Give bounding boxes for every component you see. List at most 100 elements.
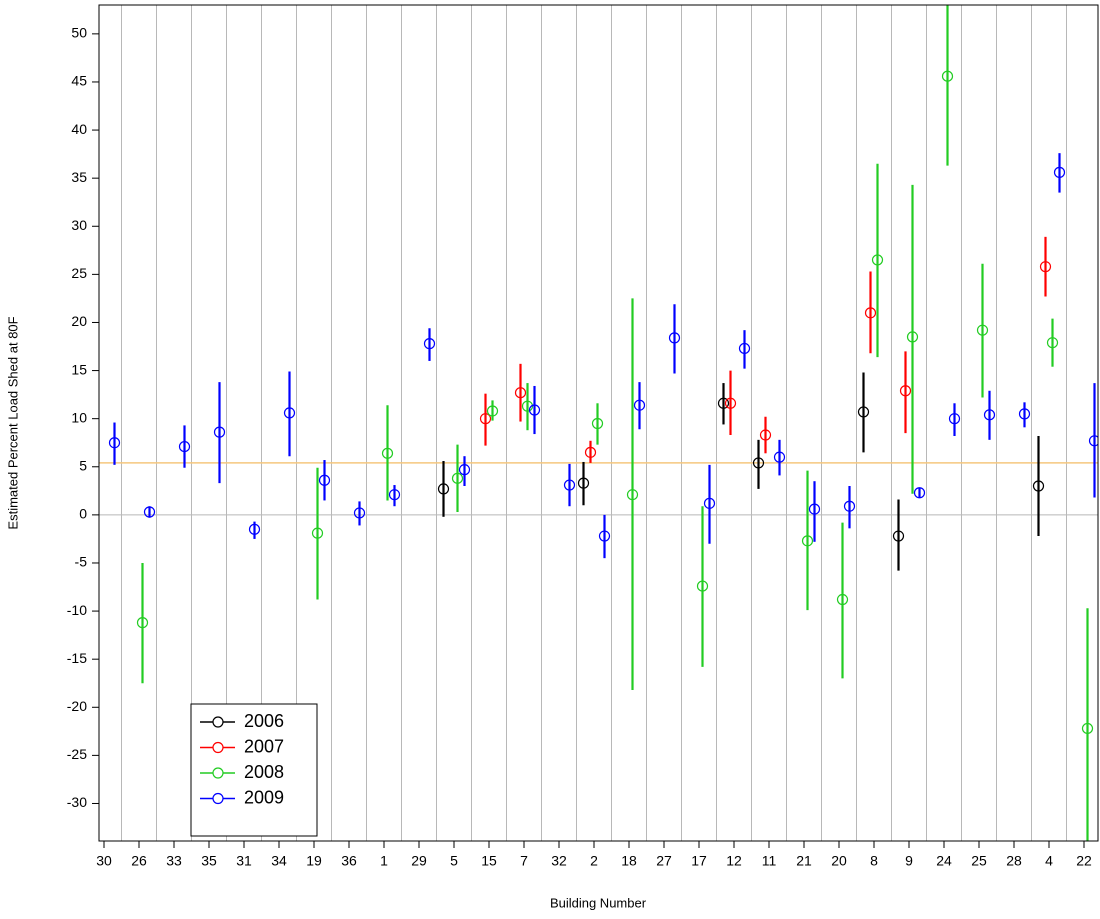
x-tick-label: 12 [726, 853, 742, 869]
y-tick-label: -30 [67, 794, 87, 810]
point [626, 489, 639, 501]
y-tick-label: -20 [67, 698, 87, 714]
y-tick-label: 25 [71, 265, 87, 281]
point [591, 417, 604, 430]
point [178, 440, 191, 453]
point [899, 385, 912, 397]
point [724, 397, 737, 409]
point [668, 332, 681, 344]
point [213, 426, 226, 438]
x-tick-label: 28 [1006, 853, 1022, 869]
point [136, 617, 149, 629]
point [423, 338, 436, 350]
point [1081, 722, 1094, 735]
point [808, 503, 821, 515]
legend-box [190, 703, 318, 837]
point [437, 483, 450, 495]
y-tick-label: -5 [75, 554, 88, 570]
point [283, 407, 296, 419]
x-tick-label: 20 [831, 853, 847, 869]
point [752, 457, 765, 469]
point [577, 477, 590, 489]
point [633, 399, 646, 411]
point [584, 446, 597, 458]
x-tick-label: 24 [936, 853, 952, 869]
point [717, 397, 730, 409]
point [836, 593, 849, 606]
plot-area [99, 5, 1098, 841]
point [311, 527, 324, 539]
point [976, 324, 989, 336]
point [598, 530, 611, 542]
y-tick-label: 40 [71, 121, 87, 137]
point [871, 254, 884, 266]
legend-marker [212, 767, 224, 779]
x-tick-label: 34 [271, 853, 287, 869]
y-tick-label: 50 [71, 25, 87, 41]
plot-frame [98, 4, 1099, 842]
y-tick-label: 10 [71, 409, 87, 425]
point [703, 497, 716, 509]
point [388, 489, 401, 501]
legend-marker [212, 716, 224, 728]
point [983, 409, 996, 421]
point [941, 70, 954, 82]
y-tick-label: -10 [67, 602, 87, 618]
point [528, 404, 541, 416]
x-tick-label: 33 [166, 853, 182, 869]
point [773, 451, 786, 463]
x-tick-label: 22 [1076, 853, 1092, 869]
x-tick-label: 4 [1045, 853, 1053, 869]
legend-marker [212, 741, 224, 754]
y-tick-label: -25 [67, 746, 87, 762]
point [143, 506, 156, 518]
point [451, 472, 464, 484]
x-axis-label: Building Number [550, 895, 647, 910]
legend-marker [212, 792, 224, 805]
y-tick-label: -15 [67, 650, 87, 666]
point [563, 479, 576, 491]
legend-label: 2008 [244, 762, 284, 782]
x-tick-label: 19 [306, 853, 322, 869]
point [759, 429, 772, 441]
point [521, 400, 534, 412]
x-tick-label: 27 [656, 853, 672, 869]
x-tick-label: 15 [481, 853, 497, 869]
y-tick-label: 15 [71, 361, 87, 377]
point [913, 487, 926, 499]
x-tick-label: 36 [341, 853, 357, 869]
x-tick-label: 9 [905, 853, 913, 869]
point [906, 331, 919, 343]
x-tick-label: 7 [520, 853, 528, 869]
x-tick-label: 21 [796, 853, 812, 869]
x-tick-label: 5 [450, 853, 458, 869]
x-tick-label: 1 [380, 853, 388, 869]
point [696, 580, 709, 592]
point [1039, 261, 1052, 273]
point [486, 405, 499, 417]
x-tick-label: 31 [236, 853, 252, 869]
point [843, 500, 856, 512]
point [353, 507, 366, 519]
x-tick-label: 26 [131, 853, 147, 869]
point [318, 474, 331, 486]
point [108, 437, 121, 449]
y-tick-label: 20 [71, 313, 87, 329]
y-tick-label: 35 [71, 169, 87, 185]
point [514, 387, 527, 399]
legend-label: 2009 [244, 787, 284, 807]
point [801, 535, 814, 547]
x-tick-label: 29 [411, 853, 427, 869]
x-tick-label: 35 [201, 853, 217, 869]
point [1088, 435, 1098, 447]
point [1018, 408, 1031, 420]
x-tick-label: 30 [96, 853, 112, 869]
x-tick-label: 17 [691, 853, 707, 869]
x-tick-label: 32 [551, 853, 567, 869]
point [864, 307, 877, 319]
point [479, 413, 492, 425]
point [738, 342, 751, 355]
point [948, 413, 961, 425]
point [1032, 480, 1045, 492]
